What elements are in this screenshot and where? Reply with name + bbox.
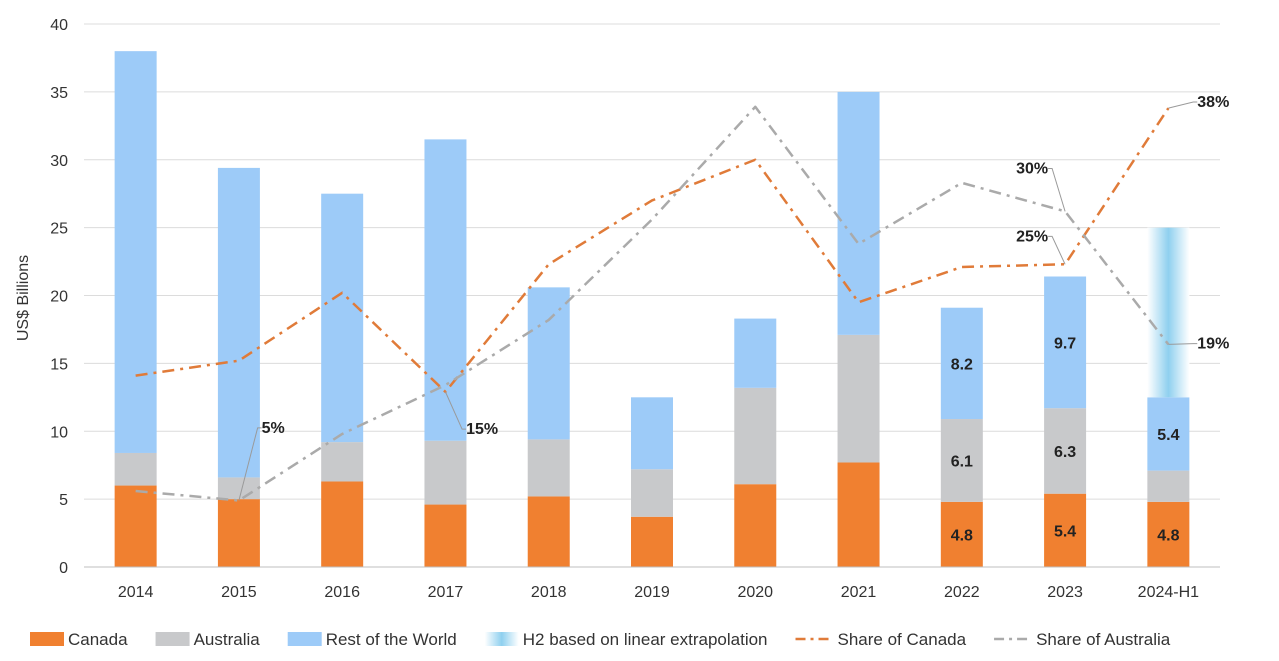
bar-rest-of-the-world-2022 [940, 307, 983, 420]
bar-rest-of-the-world-2016 [321, 193, 364, 443]
bar-rest-of-the-world-2017 [424, 139, 467, 441]
y-tick-15: 15 [50, 356, 68, 373]
x-tick-2019: 2019 [634, 584, 670, 601]
annotation-leader-38 [1168, 101, 1198, 109]
bar-label-australia-2022: 6.1 [951, 453, 973, 470]
bar-canada-2024-h1 [1147, 501, 1190, 567]
bar-canada-2022 [940, 501, 983, 567]
bar-label-rest-of-the-world-2022: 8.2 [951, 356, 973, 373]
annotation-30-2023: 30% [1016, 161, 1048, 178]
y-tick-40: 40 [50, 17, 68, 34]
bar-label-canada-2024-h1: 4.8 [1157, 527, 1179, 544]
legend-label-share-of-canada: Share of Canada [838, 630, 967, 649]
x-tick-2015: 2015 [221, 584, 257, 601]
legend-swatch-australia [155, 632, 190, 646]
line-share-of-australia [135, 105, 1170, 502]
annotation-leader-25 [1048, 235, 1066, 265]
data-labels: 4.8 6.1 8.2 5.4 6.3 9.7 4.8 5.4 5% 15% 25% 30% 38% 19… [238, 94, 1229, 544]
legend-swatch-h2-based-on-linear-extrapolation [484, 632, 519, 646]
bar-australia-2017 [424, 440, 467, 505]
bars [114, 51, 1190, 567]
bar-australia-2016 [321, 442, 364, 482]
annotation-leader-15 [444, 391, 467, 430]
bar-australia-2024-h1 [1147, 470, 1190, 502]
bar-canada-2021 [837, 462, 880, 567]
bar-australia-2019 [631, 469, 673, 517]
bar-australia-2020 [734, 387, 777, 485]
legend-label-rest-of-the-world: Rest of the World [326, 630, 457, 649]
x-tick-2018: 2018 [531, 584, 567, 601]
legend-label-share-of-australia: Share of Australia [1036, 630, 1171, 649]
annotation-leader-19 [1168, 343, 1198, 345]
bar-rest-of-the-world-2024-h1 [1147, 397, 1190, 471]
y-tick-25: 25 [50, 221, 68, 238]
annotation-5-2015: 5% [262, 420, 285, 437]
bar-australia-2015 [217, 477, 260, 500]
bar-label-canada-2023: 5.4 [1054, 523, 1076, 540]
legend: Canada Australia Rest of the World H2 based… [30, 630, 1171, 649]
bar-canada-2014 [114, 485, 157, 567]
y-tick-0: 0 [59, 560, 68, 577]
bar-australia-2022 [940, 419, 983, 502]
x-tick-2024-h1: 2024-H1 [1138, 584, 1199, 601]
bar-canada-2023 [1044, 493, 1087, 567]
legend-swatch-rest-of-the-world [287, 632, 322, 646]
bar-label-rest-of-the-world-2023: 9.7 [1054, 335, 1076, 352]
bar-rest-of-the-world-2014 [114, 51, 157, 453]
x-tick-2021: 2021 [841, 584, 877, 601]
annotation-19-2024-h1: 19% [1197, 336, 1229, 353]
bar-label-australia-2023: 6.3 [1054, 444, 1076, 461]
annotation-25-2023: 25% [1016, 228, 1048, 245]
axes: 0 5 10 15 20 25 30 35 40 2014 2015 2016 2017 2018 2019… [50, 17, 1220, 601]
bar-rest-of-the-world-2015 [217, 167, 260, 478]
bar-canada-2016 [321, 481, 364, 567]
x-tick-2022: 2022 [944, 584, 980, 601]
bar-canada-2019 [631, 516, 673, 567]
x-tick-2014: 2014 [118, 584, 154, 601]
annotation-leader-5 [238, 427, 262, 501]
bar-australia-2014 [114, 452, 157, 486]
bar-label-canada-2022: 4.8 [951, 527, 973, 544]
legend-label-canada: Canada [68, 630, 128, 649]
bar-label-rest-of-the-world-2024-h1: 5.4 [1157, 427, 1179, 444]
gridlines [84, 23, 1220, 500]
y-tick-35: 35 [50, 85, 68, 102]
share-lines [135, 105, 1170, 502]
bar-australia-2018 [527, 439, 570, 497]
bar-h2-based-on-linear-extrapolation-2024-h1 [1147, 227, 1190, 398]
x-tick-2016: 2016 [324, 584, 360, 601]
y-tick-5: 5 [59, 492, 68, 509]
bar-canada-2015 [217, 499, 260, 567]
y-tick-20: 20 [50, 289, 68, 306]
x-tick-2023: 2023 [1047, 584, 1083, 601]
annotation-38-2024-h1: 38% [1197, 94, 1229, 111]
annotation-leader-30 [1048, 168, 1066, 212]
bar-australia-2023 [1044, 408, 1087, 494]
bar-canada-2018 [527, 496, 570, 567]
y-axis-label: US$ Billions [15, 255, 32, 341]
legend-label-h2-based-on-linear-extrapolation: H2 based on linear extrapolation [523, 630, 768, 649]
legend-swatch-canada [30, 632, 64, 646]
bar-rest-of-the-world-2021 [837, 91, 880, 335]
y-tick-10: 10 [50, 424, 68, 441]
line-share-of-canada [135, 107, 1170, 394]
y-tick-30: 30 [50, 153, 68, 170]
bar-canada-2020 [734, 484, 777, 567]
bar-australia-2021 [837, 334, 880, 463]
bar-rest-of-the-world-2023 [1044, 276, 1087, 409]
legend-label-australia: Australia [194, 630, 261, 649]
bar-rest-of-the-world-2020 [734, 318, 777, 388]
bar-rest-of-the-world-2018 [527, 287, 570, 440]
x-tick-2020: 2020 [737, 584, 773, 601]
bar-canada-2017 [424, 504, 467, 567]
bar-rest-of-the-world-2019 [631, 397, 673, 470]
x-tick-2017: 2017 [428, 584, 464, 601]
annotation-15-2017: 15% [466, 421, 498, 438]
